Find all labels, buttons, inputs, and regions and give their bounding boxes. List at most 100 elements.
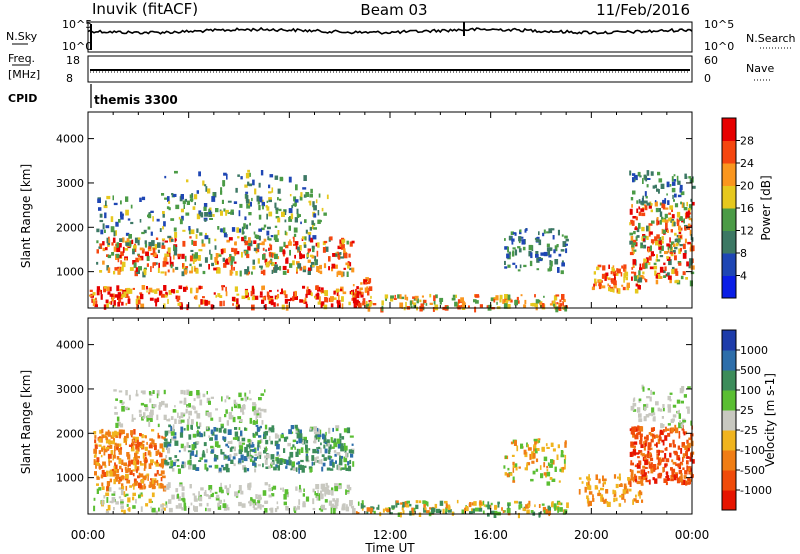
data-point bbox=[562, 241, 567, 247]
data-point bbox=[542, 232, 545, 237]
data-point bbox=[504, 246, 509, 250]
data-point bbox=[657, 458, 662, 465]
data-point bbox=[653, 416, 656, 422]
data-point bbox=[303, 244, 307, 248]
data-point bbox=[145, 251, 149, 257]
data-point bbox=[309, 254, 314, 258]
data-point bbox=[607, 277, 611, 281]
data-point bbox=[410, 305, 413, 309]
data-point bbox=[527, 444, 529, 448]
data-point bbox=[234, 261, 237, 264]
data-point bbox=[255, 251, 258, 254]
data-point bbox=[678, 409, 680, 415]
data-point bbox=[114, 462, 116, 467]
data-point bbox=[315, 484, 320, 490]
data-point bbox=[146, 473, 150, 477]
data-point bbox=[658, 449, 660, 456]
data-point bbox=[214, 441, 219, 447]
data-point bbox=[294, 290, 297, 297]
data-point bbox=[210, 445, 214, 449]
data-point bbox=[668, 217, 672, 221]
data-point bbox=[152, 252, 157, 257]
data-point bbox=[267, 226, 271, 230]
data-point bbox=[347, 265, 350, 269]
data-point bbox=[260, 170, 264, 176]
data-point bbox=[135, 436, 139, 443]
data-point bbox=[644, 436, 647, 440]
data-point bbox=[646, 434, 649, 441]
data-point bbox=[658, 276, 663, 279]
data-point bbox=[135, 267, 138, 272]
data-point bbox=[290, 468, 293, 471]
data-point bbox=[89, 289, 93, 292]
data-point bbox=[113, 300, 116, 306]
data-point bbox=[651, 407, 655, 413]
data-point bbox=[281, 177, 284, 181]
data-point bbox=[173, 227, 177, 232]
data-point bbox=[106, 286, 110, 291]
data-point bbox=[152, 216, 154, 222]
power-x-ticks bbox=[87, 112, 693, 308]
data-point bbox=[164, 430, 169, 436]
data-point bbox=[557, 267, 560, 273]
data-point bbox=[109, 445, 113, 449]
data-point bbox=[490, 297, 494, 302]
data-point bbox=[172, 268, 175, 273]
data-point bbox=[308, 234, 311, 241]
data-point bbox=[649, 396, 652, 402]
data-point bbox=[148, 444, 153, 449]
data-point bbox=[456, 499, 459, 504]
data-point bbox=[559, 502, 563, 506]
data-point bbox=[178, 415, 181, 419]
data-point bbox=[298, 464, 302, 470]
data-point bbox=[635, 499, 639, 503]
data-point bbox=[504, 238, 506, 241]
data-point bbox=[636, 227, 640, 233]
data-point bbox=[228, 411, 232, 418]
data-point bbox=[636, 432, 638, 437]
data-point bbox=[497, 502, 500, 508]
data-point bbox=[238, 441, 242, 448]
data-point bbox=[510, 231, 514, 235]
data-point bbox=[160, 504, 164, 508]
data-point bbox=[650, 389, 652, 396]
data-point bbox=[223, 263, 227, 268]
data-point bbox=[125, 196, 129, 202]
data-point bbox=[204, 463, 207, 470]
data-point bbox=[243, 223, 246, 229]
data-point bbox=[276, 303, 279, 307]
data-point bbox=[657, 407, 661, 412]
data-point bbox=[270, 295, 274, 298]
data-point bbox=[677, 240, 680, 245]
data-point bbox=[346, 271, 349, 277]
data-point bbox=[630, 405, 635, 411]
data-point bbox=[648, 255, 652, 261]
data-point bbox=[227, 492, 229, 496]
data-point bbox=[93, 497, 96, 501]
data-point bbox=[658, 457, 662, 460]
data-point bbox=[455, 294, 457, 298]
data-point bbox=[685, 211, 690, 218]
data-point bbox=[622, 286, 626, 291]
data-point bbox=[654, 478, 658, 484]
data-point bbox=[405, 504, 410, 508]
data-point bbox=[119, 423, 124, 428]
colorbar-swatch bbox=[722, 430, 736, 451]
data-point bbox=[326, 439, 330, 444]
data-point bbox=[264, 424, 268, 430]
data-point bbox=[506, 508, 511, 513]
data-point bbox=[108, 441, 112, 445]
data-point bbox=[665, 428, 670, 431]
data-point bbox=[264, 304, 267, 310]
data-point bbox=[142, 475, 147, 481]
data-point bbox=[207, 188, 211, 194]
data-point bbox=[210, 396, 214, 399]
data-point bbox=[111, 242, 114, 246]
data-point bbox=[191, 193, 194, 198]
data-point bbox=[661, 245, 664, 251]
data-point bbox=[312, 488, 315, 493]
data-point bbox=[341, 303, 344, 309]
data-point bbox=[543, 456, 548, 462]
data-point bbox=[107, 429, 110, 433]
data-point bbox=[154, 445, 157, 451]
